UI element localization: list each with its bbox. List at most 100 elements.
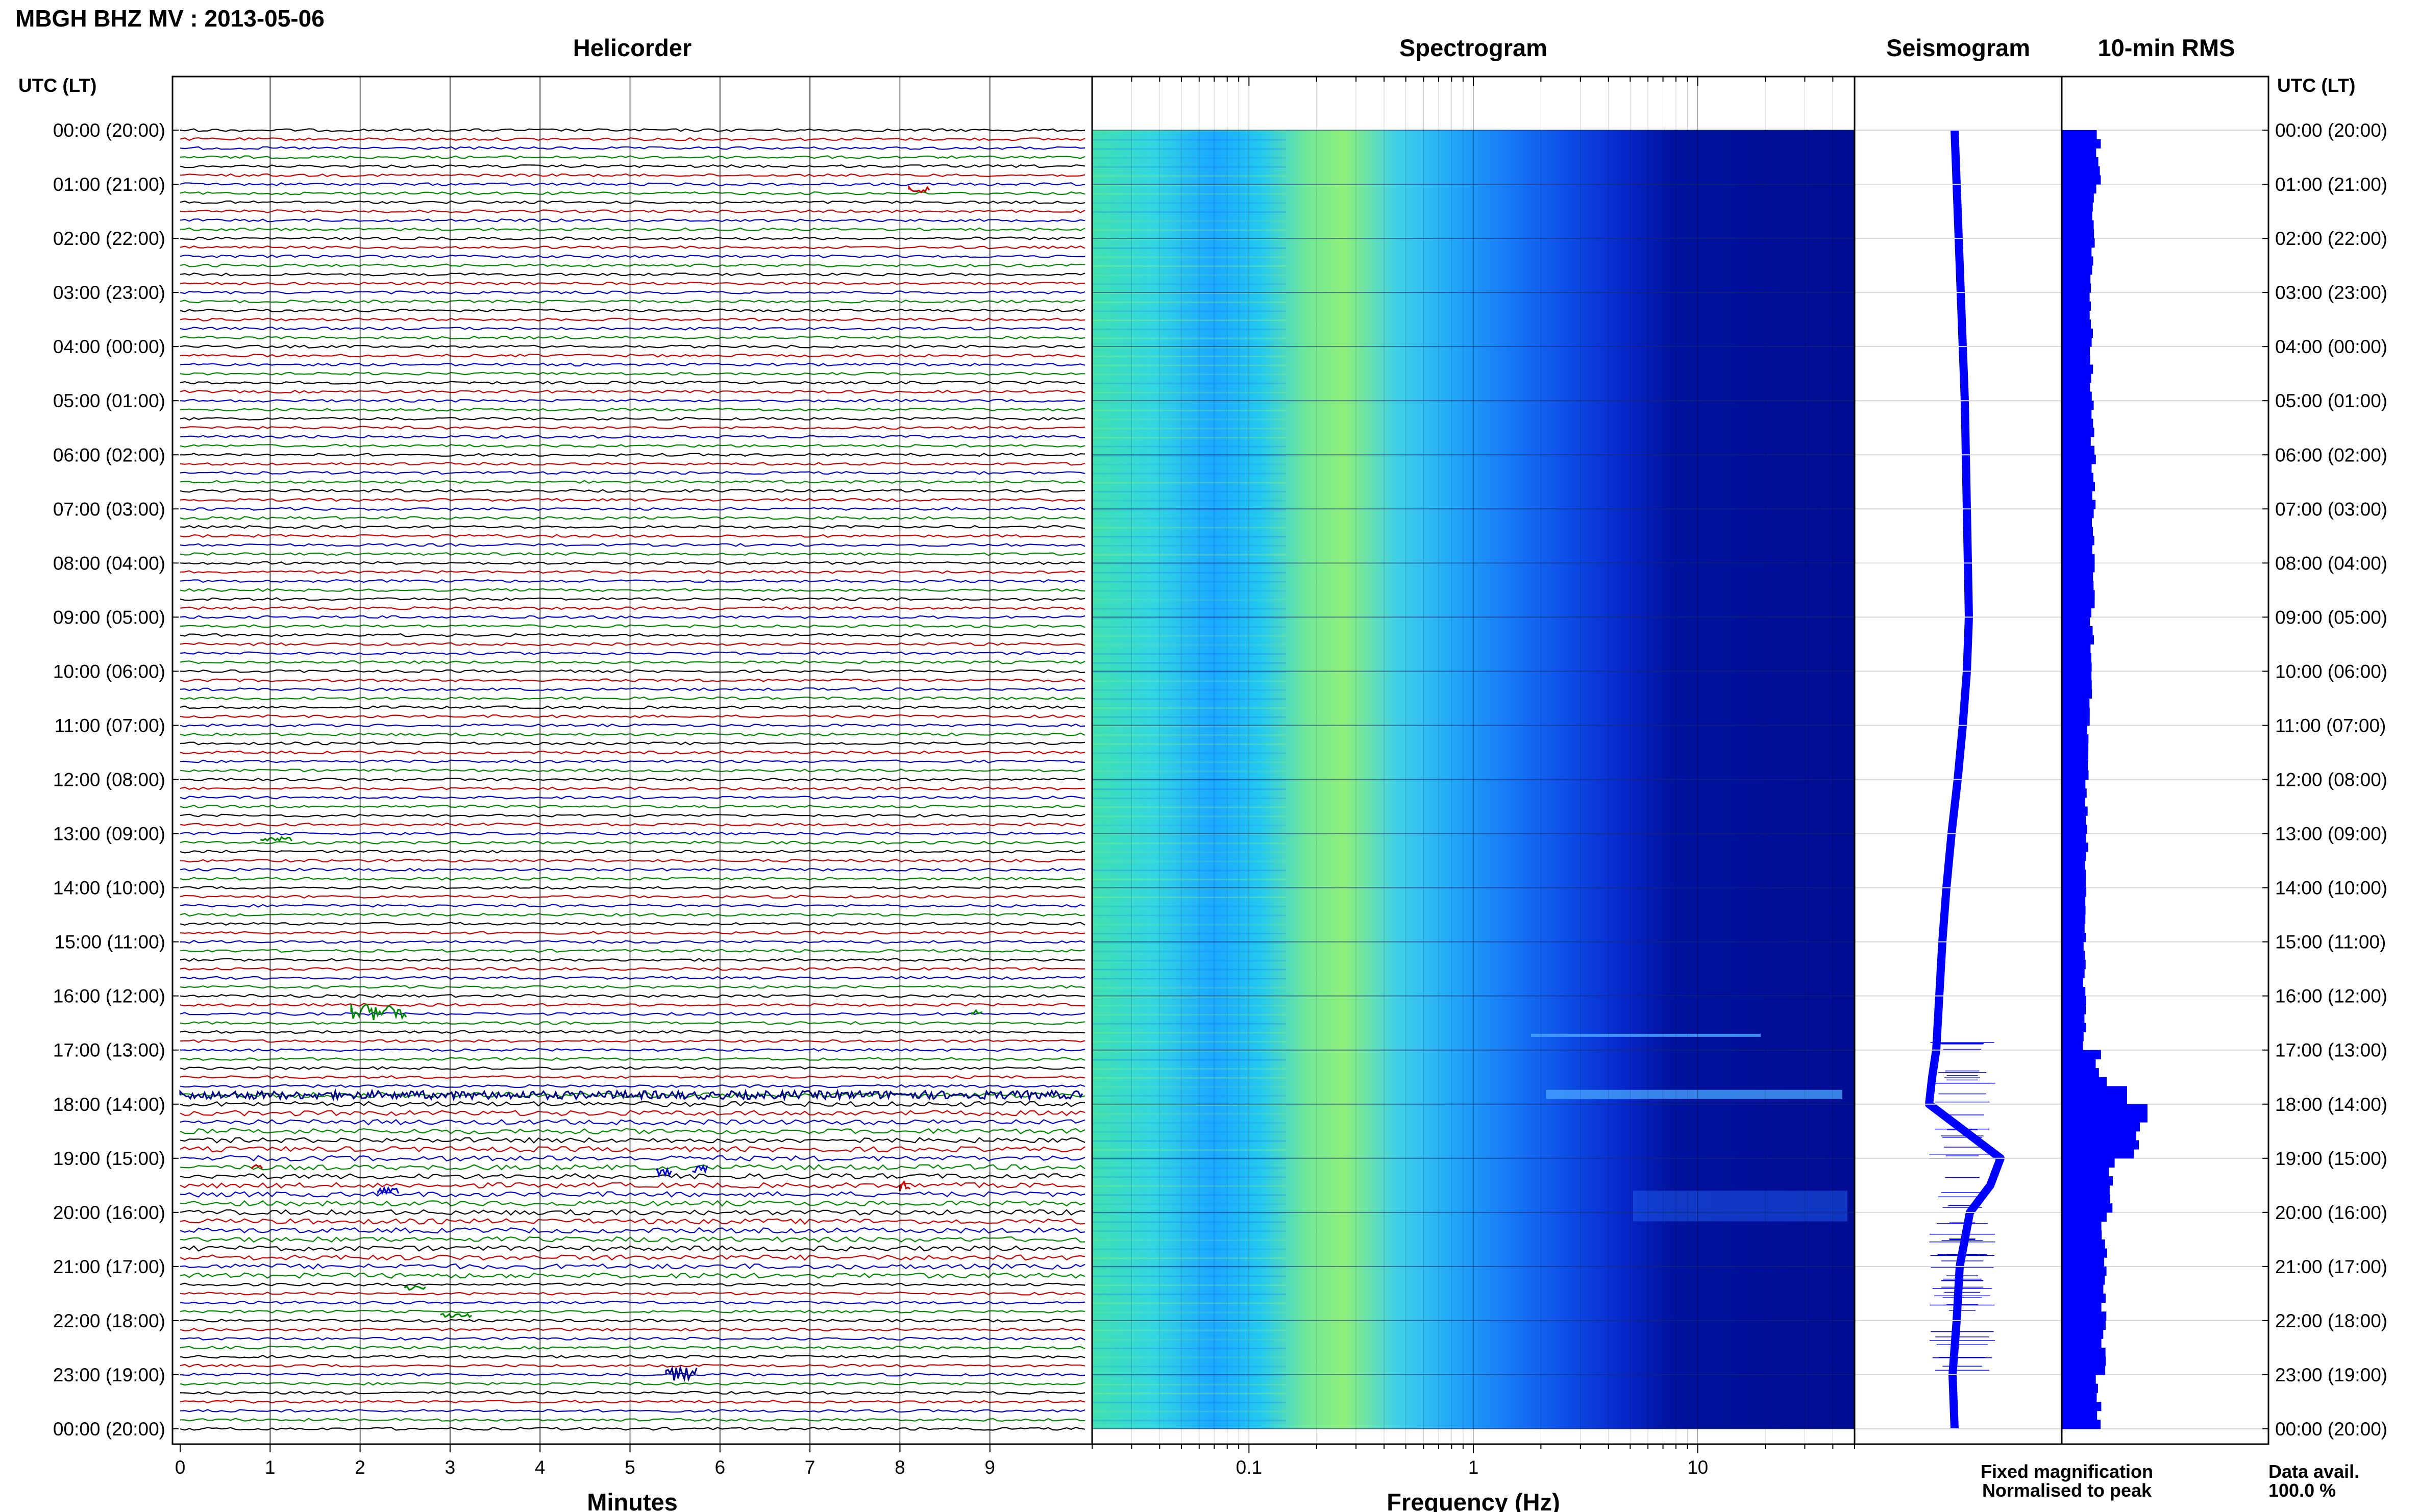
helicorder-trace bbox=[180, 895, 1085, 899]
spectrogram-streak bbox=[1092, 842, 1286, 845]
helicorder-trace bbox=[180, 399, 1085, 403]
left-time-label: 16:00 (12:00) bbox=[53, 986, 165, 1007]
helicorder-trace bbox=[180, 796, 1085, 800]
helicorder-event bbox=[251, 1164, 263, 1169]
spectrogram-streak bbox=[1092, 626, 1286, 628]
spectrogram-streak bbox=[1092, 509, 1286, 511]
spectrogram-streak bbox=[1092, 184, 1286, 186]
left-time-label: 12:00 (08:00) bbox=[53, 770, 165, 790]
spectrogram-streak bbox=[1092, 229, 1286, 231]
rms-bar bbox=[2062, 1185, 2110, 1195]
spectrogram-streak bbox=[1092, 725, 1286, 727]
spectrogram-streak bbox=[1092, 932, 1286, 934]
spectrogram-streak bbox=[1092, 355, 1286, 357]
spectrogram-streak bbox=[1092, 914, 1286, 916]
helicorder-trace bbox=[180, 678, 1085, 682]
helicorder-trace bbox=[180, 1292, 1085, 1296]
rms-bar bbox=[2062, 184, 2096, 194]
right-time-label: 01:00 (21:00) bbox=[2275, 174, 2387, 195]
helicorder-trace bbox=[180, 624, 1085, 628]
helicorder-trace bbox=[180, 525, 1085, 529]
rms-bar bbox=[2062, 130, 2097, 140]
spectrogram-streak bbox=[1092, 1185, 1286, 1187]
helicorder-trace bbox=[180, 173, 1085, 178]
spectrogram-streak bbox=[1092, 1194, 1286, 1196]
rms-bar bbox=[2062, 1104, 2148, 1113]
helicorder-trace bbox=[180, 687, 1085, 691]
helicorder-event bbox=[692, 1164, 708, 1174]
rms-bar bbox=[2062, 1077, 2107, 1086]
rms-bar bbox=[2062, 1257, 2105, 1267]
helicorder-trace bbox=[180, 786, 1085, 790]
spectrogram-streak bbox=[1092, 292, 1286, 294]
helicorder-trace bbox=[180, 1021, 1085, 1025]
rms-bar bbox=[2062, 1275, 2105, 1285]
spectrogram-streak bbox=[1092, 1041, 1286, 1043]
rms-bar bbox=[2062, 698, 2090, 708]
right-time-label: 16:00 (12:00) bbox=[2275, 986, 2387, 1007]
right-time-label: 03:00 (23:00) bbox=[2275, 282, 2387, 303]
rms-bar bbox=[2062, 563, 2095, 573]
left-time-label: 18:00 (14:00) bbox=[53, 1094, 165, 1115]
spectrogram-streak bbox=[1092, 490, 1286, 492]
helicorder-trace bbox=[180, 381, 1085, 385]
rms-bar bbox=[2062, 463, 2092, 474]
rms-bar bbox=[2062, 328, 2093, 338]
spectrogram-streak bbox=[1092, 969, 1286, 971]
spectrogram-streak bbox=[1092, 716, 1286, 718]
rms-bar bbox=[2062, 319, 2091, 329]
rms-bar bbox=[2062, 1158, 2115, 1168]
rms-bar bbox=[2062, 202, 2093, 212]
rms-bar bbox=[2062, 653, 2091, 663]
helicorder-trace bbox=[180, 606, 1085, 610]
helicorder-trace bbox=[180, 570, 1085, 574]
rms-bar bbox=[2062, 500, 2096, 509]
spectrogram-streak bbox=[1092, 463, 1286, 465]
left-time-label: 08:00 (04:00) bbox=[53, 553, 165, 574]
spectrogram-streak bbox=[1092, 1158, 1286, 1160]
right-time-label: 02:00 (22:00) bbox=[2275, 228, 2387, 249]
helicorder-trace bbox=[180, 714, 1085, 718]
spectrogram-streak bbox=[1092, 1059, 1286, 1061]
rms-bar bbox=[2062, 1366, 2106, 1375]
helicorder-trace bbox=[180, 804, 1085, 809]
rms-bar bbox=[2062, 933, 2086, 943]
rms-bar bbox=[2062, 960, 2086, 970]
rms-bar bbox=[2062, 572, 2093, 582]
spectrogram-streak bbox=[1092, 870, 1286, 872]
helicorder-trace bbox=[180, 308, 1085, 313]
spectrogram-streak bbox=[1092, 698, 1286, 700]
spectrogram-event-band bbox=[1633, 1191, 1847, 1222]
rms-bar bbox=[2062, 247, 2092, 257]
right-time-label: 11:00 (07:00) bbox=[2275, 715, 2386, 736]
spectrogram-streak bbox=[1092, 833, 1286, 835]
rms-bar bbox=[2062, 887, 2087, 897]
helicorder-x-tick-label: 2 bbox=[355, 1457, 365, 1478]
rms-bar bbox=[2062, 842, 2088, 852]
helicorder-trace bbox=[180, 588, 1085, 592]
spectrogram-streak bbox=[1092, 671, 1286, 673]
helicorder-trace bbox=[180, 1245, 1085, 1252]
spectrogram-streak bbox=[1092, 815, 1286, 817]
helicorder-trace bbox=[180, 840, 1085, 845]
spectrogram-streak bbox=[1092, 374, 1286, 376]
helicorder-trace bbox=[180, 498, 1085, 502]
right-time-label: 06:00 (02:00) bbox=[2275, 444, 2387, 465]
helicorder-event bbox=[377, 1185, 400, 1196]
helicorder-trace bbox=[180, 543, 1085, 547]
rms-bar bbox=[2062, 1293, 2106, 1303]
helicorder-trace bbox=[180, 1101, 1085, 1107]
left-time-label: 00:00 (20:00) bbox=[53, 120, 165, 141]
rms-bar bbox=[2062, 824, 2087, 834]
helicorder-trace bbox=[180, 877, 1085, 881]
spectrogram-streak bbox=[1092, 617, 1286, 619]
helicorder-trace bbox=[180, 416, 1085, 421]
rms-bar bbox=[2062, 274, 2091, 284]
rms-bar bbox=[2062, 1420, 2101, 1429]
rms-bar bbox=[2062, 1095, 2127, 1105]
rms-bar bbox=[2062, 1032, 2084, 1042]
helicorder-x-tick-label: 5 bbox=[625, 1457, 635, 1478]
spectrogram-streak bbox=[1092, 238, 1286, 240]
helicorder-trace bbox=[180, 976, 1085, 980]
helicorder-trace bbox=[180, 263, 1085, 267]
